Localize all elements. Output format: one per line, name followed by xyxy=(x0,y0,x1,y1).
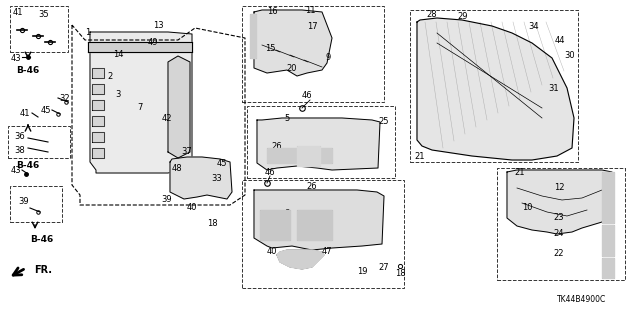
Text: 16: 16 xyxy=(267,6,277,15)
Polygon shape xyxy=(602,225,614,256)
Text: 21: 21 xyxy=(415,151,425,161)
Text: 8: 8 xyxy=(284,210,290,219)
Polygon shape xyxy=(92,100,104,110)
Polygon shape xyxy=(260,210,290,240)
Polygon shape xyxy=(302,148,332,163)
Text: 33: 33 xyxy=(212,173,222,182)
Polygon shape xyxy=(92,116,104,126)
Text: 41: 41 xyxy=(13,7,23,17)
Text: 44: 44 xyxy=(555,36,565,44)
Text: 41: 41 xyxy=(20,108,30,117)
Text: 35: 35 xyxy=(38,10,49,19)
Text: 34: 34 xyxy=(529,21,540,30)
Bar xyxy=(242,6,384,102)
Text: 30: 30 xyxy=(564,51,575,60)
Text: 45: 45 xyxy=(41,106,51,115)
Text: 12: 12 xyxy=(554,182,564,191)
Text: 18: 18 xyxy=(395,269,405,278)
Text: 22: 22 xyxy=(554,249,564,258)
Text: 32: 32 xyxy=(60,93,70,102)
Text: 42: 42 xyxy=(162,114,172,123)
Polygon shape xyxy=(92,68,104,78)
Text: 21: 21 xyxy=(515,167,525,177)
Bar xyxy=(410,10,578,162)
Polygon shape xyxy=(250,14,256,58)
Text: 3: 3 xyxy=(115,90,121,99)
Text: 13: 13 xyxy=(153,20,163,29)
Text: 10: 10 xyxy=(522,204,532,212)
Text: 49: 49 xyxy=(148,37,158,46)
Polygon shape xyxy=(602,258,614,278)
Text: 45: 45 xyxy=(217,158,227,167)
Text: FR.: FR. xyxy=(34,265,52,275)
Text: 40: 40 xyxy=(267,247,277,257)
Polygon shape xyxy=(168,56,190,158)
Text: 48: 48 xyxy=(172,164,182,172)
Bar xyxy=(8,126,70,158)
Text: 25: 25 xyxy=(379,116,389,125)
Text: 23: 23 xyxy=(554,213,564,222)
Text: TK44B4900C: TK44B4900C xyxy=(557,295,607,305)
Text: B-46: B-46 xyxy=(17,66,40,75)
Text: 7: 7 xyxy=(138,102,143,111)
Polygon shape xyxy=(254,10,332,76)
Polygon shape xyxy=(92,84,104,94)
Text: 38: 38 xyxy=(15,146,26,155)
Text: 6: 6 xyxy=(320,222,326,231)
Bar xyxy=(497,168,625,280)
Polygon shape xyxy=(88,42,192,52)
Text: 5: 5 xyxy=(284,114,290,123)
Polygon shape xyxy=(507,170,614,234)
Bar xyxy=(10,186,62,222)
Text: 46: 46 xyxy=(301,91,312,100)
Polygon shape xyxy=(267,148,297,163)
Text: 40: 40 xyxy=(187,204,197,212)
Text: 46: 46 xyxy=(265,167,275,177)
Polygon shape xyxy=(254,190,384,250)
Text: 4: 4 xyxy=(309,156,315,164)
Text: 2: 2 xyxy=(108,71,113,81)
Text: 43: 43 xyxy=(11,165,21,174)
Polygon shape xyxy=(92,148,104,158)
Bar xyxy=(247,106,395,178)
Bar xyxy=(10,6,68,52)
Polygon shape xyxy=(277,250,324,269)
Text: 19: 19 xyxy=(356,268,367,276)
Text: 29: 29 xyxy=(458,12,468,20)
Text: B-46: B-46 xyxy=(17,161,40,170)
Text: 1: 1 xyxy=(85,28,91,36)
Text: 11: 11 xyxy=(305,5,316,14)
Text: B-46: B-46 xyxy=(30,236,54,244)
Text: 47: 47 xyxy=(322,247,332,257)
Text: 18: 18 xyxy=(207,219,218,228)
Text: 14: 14 xyxy=(113,50,124,59)
Text: 39: 39 xyxy=(19,197,29,206)
Text: 20: 20 xyxy=(287,63,297,73)
Polygon shape xyxy=(297,210,332,240)
Text: 43: 43 xyxy=(11,53,21,62)
Text: 37: 37 xyxy=(182,147,193,156)
Text: 26: 26 xyxy=(272,141,282,150)
Text: 31: 31 xyxy=(548,84,559,92)
Text: 24: 24 xyxy=(554,228,564,237)
Polygon shape xyxy=(417,18,574,160)
Polygon shape xyxy=(92,132,104,142)
Polygon shape xyxy=(297,146,320,166)
Text: 28: 28 xyxy=(427,10,437,19)
Text: 17: 17 xyxy=(307,21,317,30)
Text: 15: 15 xyxy=(265,44,275,52)
Text: 36: 36 xyxy=(15,132,26,140)
Text: 9: 9 xyxy=(325,52,331,61)
Polygon shape xyxy=(257,118,380,170)
Text: 27: 27 xyxy=(379,262,389,271)
Text: 39: 39 xyxy=(162,196,172,204)
Polygon shape xyxy=(90,32,192,173)
Bar xyxy=(242,180,404,288)
Text: 26: 26 xyxy=(307,181,317,190)
Polygon shape xyxy=(170,157,232,199)
Polygon shape xyxy=(602,172,614,223)
